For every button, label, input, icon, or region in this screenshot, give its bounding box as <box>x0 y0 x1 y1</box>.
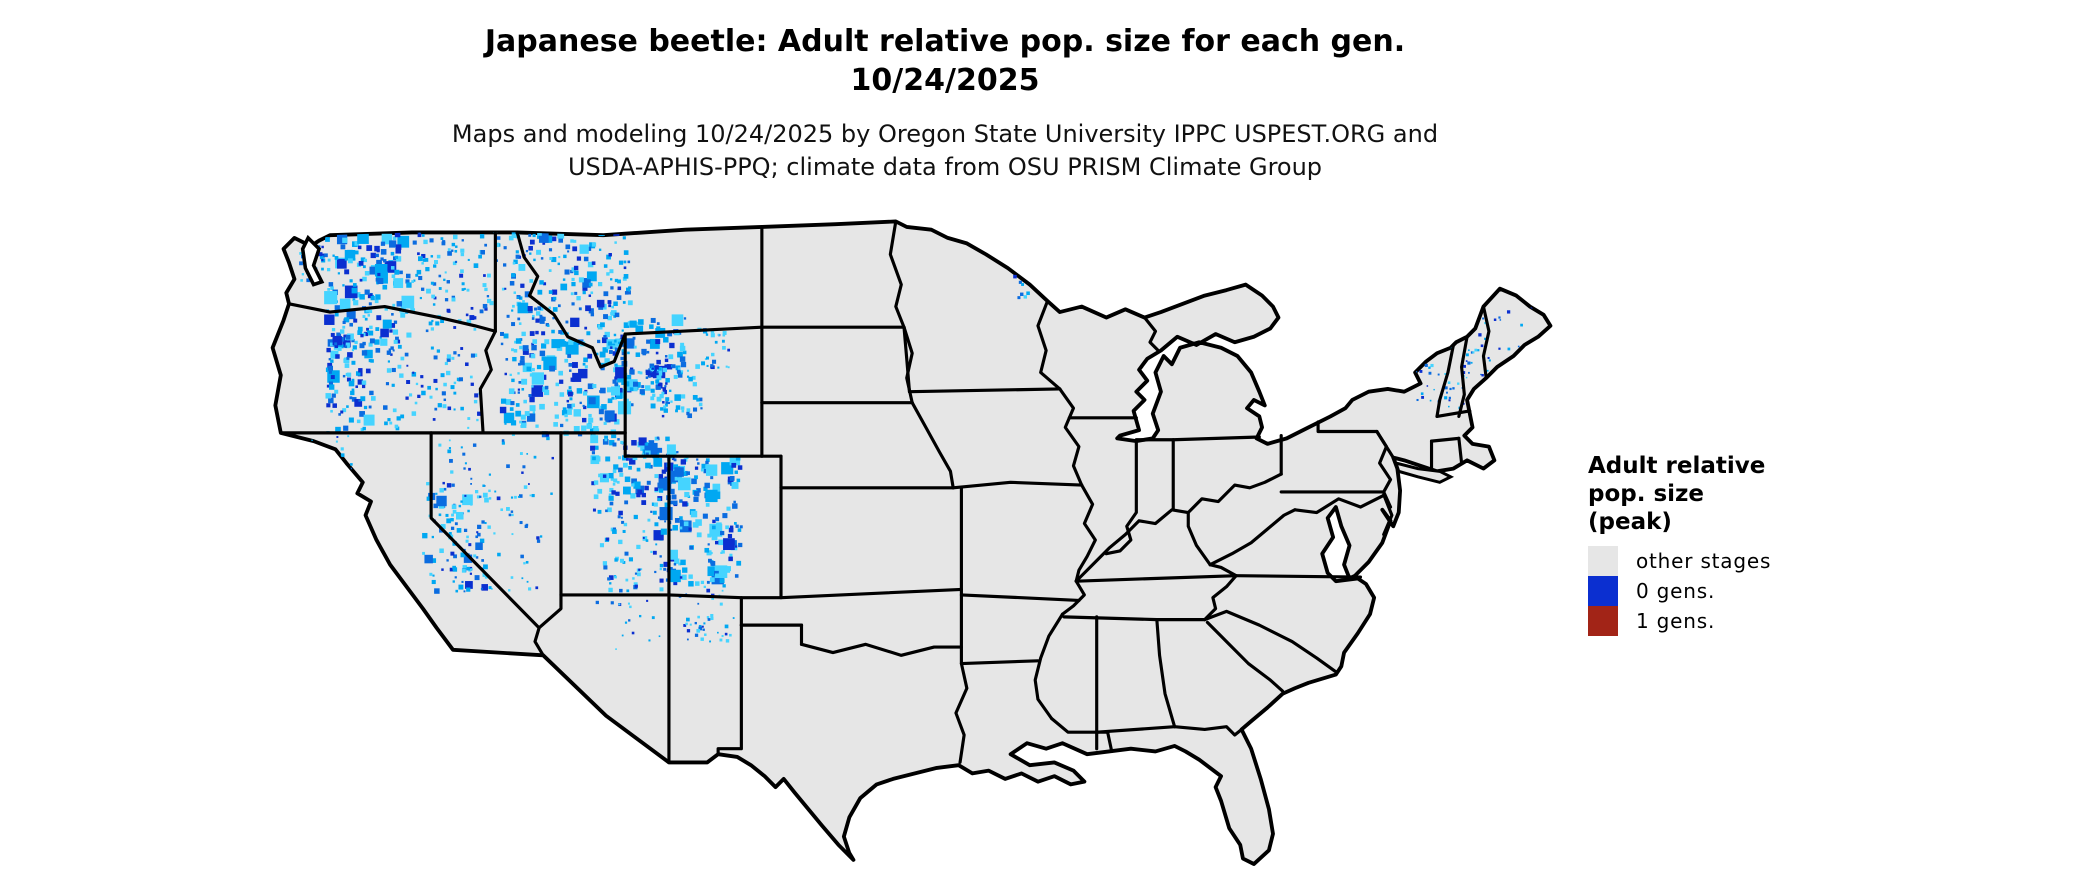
legend-item: other stages <box>1588 546 1848 576</box>
map-subtitle-line1: Maps and modeling 10/24/2025 by Oregon S… <box>451 120 1439 148</box>
legend-title-line: Adult relative <box>1588 453 1766 479</box>
legend-title: Adult relative pop. size (peak) <box>1588 452 1848 536</box>
legend-swatch <box>1588 576 1618 606</box>
map-subtitle: Maps and modeling 10/24/2025 by Oregon S… <box>0 118 1890 184</box>
legend-item: 1 gens. <box>1588 606 1848 636</box>
map-legend: Adult relative pop. size (peak) other stag… <box>1588 452 1848 636</box>
legend-title-line: pop. size <box>1588 481 1705 507</box>
map-title-line1: Japanese beetle: Adult relative pop. siz… <box>484 24 1406 59</box>
state-borders <box>279 219 1491 765</box>
legend-label: 0 gens. <box>1636 579 1716 603</box>
map-title: Japanese beetle: Adult relative pop. siz… <box>0 22 1890 100</box>
map-subtitle-line2: USDA-APHIS-PPQ; climate data from OSU PR… <box>567 153 1323 181</box>
puget-sound <box>300 234 325 287</box>
legend-items: other stages 0 gens. 1 gens. <box>1588 546 1848 636</box>
legend-label: 1 gens. <box>1636 609 1716 633</box>
map-title-line2: 10/24/2025 <box>850 63 1040 98</box>
us-map-svg <box>270 219 1553 866</box>
legend-label: other stages <box>1636 549 1772 573</box>
legend-swatch <box>1588 546 1618 576</box>
legend-item: 0 gens. <box>1588 576 1848 606</box>
us-outline <box>270 219 1553 866</box>
long-island <box>1393 460 1455 484</box>
legend-swatch <box>1588 606 1618 636</box>
legend-title-line: (peak) <box>1588 509 1672 535</box>
us-map <box>248 172 1560 886</box>
